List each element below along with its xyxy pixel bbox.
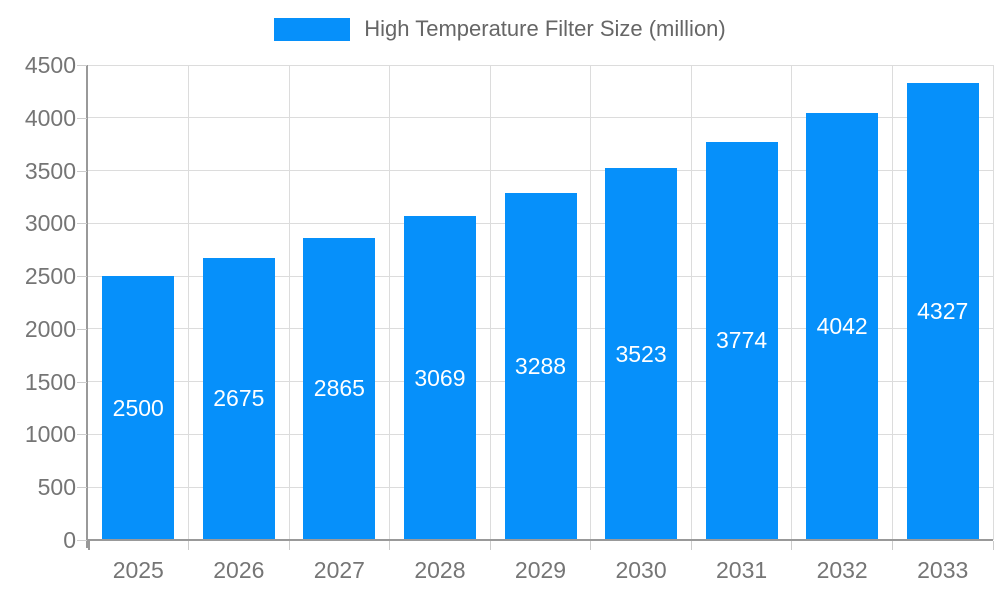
bar: 3069 bbox=[403, 216, 476, 540]
y-tick-label: 4000 bbox=[24, 104, 76, 131]
y-tick-label: 0 bbox=[63, 527, 76, 553]
h-gridline bbox=[88, 64, 993, 66]
legend-swatch-icon bbox=[274, 17, 351, 41]
y-tick bbox=[77, 381, 87, 383]
x-tick bbox=[389, 541, 391, 550]
x-tick-label: 2029 bbox=[514, 557, 567, 583]
bar-value-label: 3523 bbox=[615, 340, 667, 367]
x-tick bbox=[188, 541, 190, 550]
bar-value-label: 2865 bbox=[313, 375, 365, 402]
x-tick bbox=[590, 541, 592, 550]
bar: 2500 bbox=[102, 276, 175, 540]
h-gridline bbox=[88, 170, 993, 172]
x-tick bbox=[690, 541, 692, 550]
bar-value-label: 2500 bbox=[112, 394, 164, 421]
x-tick-label: 2026 bbox=[213, 557, 265, 583]
v-gridline bbox=[288, 65, 290, 540]
x-tick-label: 2028 bbox=[414, 557, 466, 583]
v-gridline bbox=[489, 65, 491, 540]
bar: 4327 bbox=[906, 83, 979, 540]
y-tick bbox=[77, 328, 87, 330]
plot-area: 2500 2675 2865 3069 3288 3523 3774 4042 4327 bbox=[88, 64, 994, 540]
y-tick-label: 2500 bbox=[24, 263, 76, 290]
v-gridline bbox=[891, 65, 893, 540]
legend: High Temperature Filter Size (million) bbox=[0, 16, 1000, 42]
bar: 3288 bbox=[504, 192, 577, 540]
y-tick bbox=[77, 170, 87, 172]
bar: 3523 bbox=[605, 168, 678, 540]
bar-value-label: 4327 bbox=[917, 298, 969, 325]
y-tick-label: 3000 bbox=[24, 210, 76, 237]
y-tick-label: 2000 bbox=[24, 315, 76, 342]
y-axis-line bbox=[86, 65, 88, 548]
x-tick-label: 2027 bbox=[313, 557, 365, 583]
y-tick-label: 1000 bbox=[24, 421, 76, 448]
x-tick bbox=[791, 541, 793, 550]
v-gridline bbox=[690, 65, 692, 540]
v-gridline bbox=[389, 65, 391, 540]
x-tick bbox=[891, 541, 893, 550]
h-gridline bbox=[88, 117, 993, 119]
y-tick-label: 4500 bbox=[24, 52, 76, 78]
bar-value-label: 2675 bbox=[213, 385, 265, 412]
v-gridline bbox=[590, 65, 592, 540]
x-tick bbox=[489, 541, 491, 550]
legend-label: High Temperature Filter Size (million) bbox=[364, 16, 726, 41]
y-tick bbox=[77, 276, 87, 278]
x-tick-label: 2033 bbox=[917, 557, 969, 583]
y-tick bbox=[77, 117, 87, 119]
x-tick bbox=[288, 541, 290, 550]
y-tick bbox=[77, 223, 87, 225]
v-gridline bbox=[992, 65, 994, 540]
y-tick bbox=[77, 65, 87, 66]
bar: 2675 bbox=[202, 257, 275, 540]
bar: 2865 bbox=[303, 237, 376, 540]
bar-value-label: 4042 bbox=[816, 313, 868, 340]
x-tick-label: 2032 bbox=[816, 557, 868, 583]
bar: 4042 bbox=[806, 113, 879, 540]
bar: 3774 bbox=[705, 141, 778, 540]
x-tick bbox=[87, 541, 90, 550]
legend-item[interactable]: High Temperature Filter Size (million) bbox=[274, 16, 726, 42]
bar-value-label: 3774 bbox=[716, 327, 768, 354]
x-tick-label: 2025 bbox=[112, 557, 164, 583]
x-tick bbox=[992, 541, 994, 550]
y-tick-label: 1500 bbox=[24, 368, 76, 395]
x-tick-label: 2031 bbox=[716, 557, 768, 583]
y-tick bbox=[77, 540, 87, 541]
x-tick-label: 2030 bbox=[615, 557, 667, 583]
x-axis-line bbox=[88, 539, 993, 541]
y-tick bbox=[77, 434, 87, 436]
bar-value-label: 3288 bbox=[514, 352, 567, 379]
y-tick bbox=[77, 487, 87, 489]
bar-value-label: 3069 bbox=[414, 364, 466, 391]
v-gridline bbox=[791, 65, 793, 540]
y-tick-label: 500 bbox=[37, 474, 76, 501]
v-gridline bbox=[188, 65, 190, 540]
y-tick-label: 3500 bbox=[24, 157, 76, 184]
